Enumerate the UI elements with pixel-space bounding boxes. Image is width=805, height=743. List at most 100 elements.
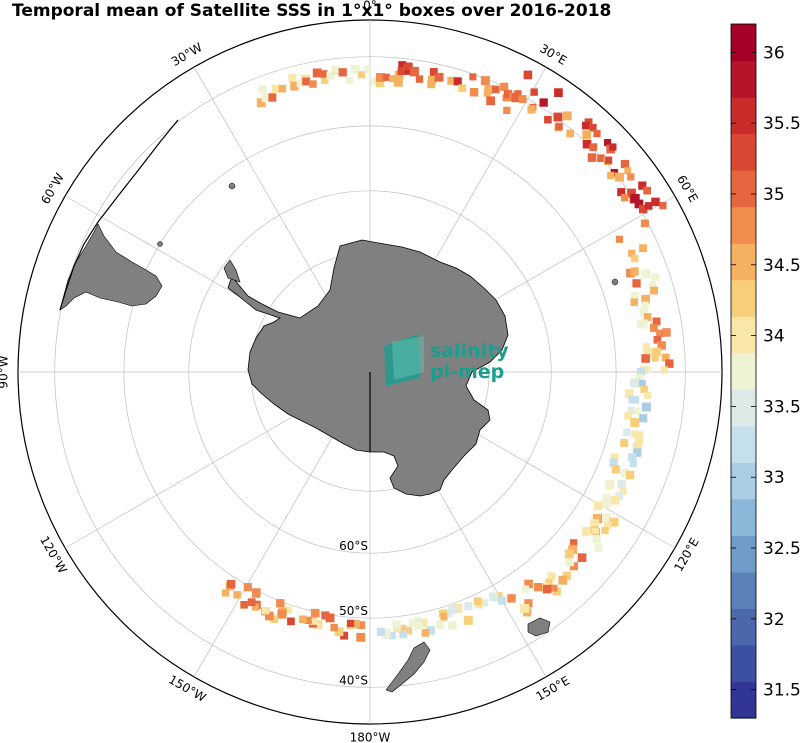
sss-cell <box>370 77 378 86</box>
sss-cell <box>251 603 259 611</box>
sss-cell <box>617 188 626 197</box>
latitude-label: 40°S <box>339 673 368 687</box>
colorbar-segment <box>731 206 756 244</box>
sss-cell <box>562 571 571 580</box>
sss-cell <box>404 626 412 635</box>
sss-cell <box>592 527 600 535</box>
sss-cell <box>558 575 568 585</box>
sss-cell <box>605 156 613 164</box>
sss-cell <box>624 167 632 175</box>
sss-cell <box>511 93 521 103</box>
sub-antarctic-island <box>157 241 163 247</box>
colorbar-tick-label: 34.5 <box>763 256 801 276</box>
longitude-label: 0° <box>363 0 377 13</box>
sss-cell <box>629 460 637 468</box>
sss-cell <box>640 385 648 393</box>
sss-cell <box>648 281 656 289</box>
sss-cell <box>642 402 651 412</box>
sss-cell <box>635 431 644 440</box>
chart-title: Temporal mean of Satellite SSS in 1°x1° … <box>12 1 612 21</box>
sss-cell <box>623 428 631 436</box>
sss-cell <box>330 623 338 632</box>
sss-cell <box>611 465 620 474</box>
latitude-label: 50°S <box>339 604 368 618</box>
sss-cell <box>643 186 651 195</box>
colorbar-segment <box>731 133 756 171</box>
colorbar-segment <box>731 608 756 646</box>
colorbar-ticks: 31.5 32 32.5 33 33.5 34 34.5 35 35.5 36 <box>731 43 801 701</box>
meridian-line <box>64 401 319 549</box>
sss-cell <box>635 437 644 446</box>
sss-cell <box>610 495 620 505</box>
sss-cell <box>356 632 366 642</box>
sss-cell <box>258 85 267 94</box>
sss-cell <box>221 589 229 597</box>
sss-cell <box>299 615 307 624</box>
sss-cell <box>620 159 630 169</box>
sss-cell <box>398 61 407 69</box>
land-layer <box>59 119 619 693</box>
sss-cell <box>630 418 640 427</box>
sss-cell <box>650 324 658 332</box>
sss-cell <box>527 105 536 114</box>
sss-cell <box>554 88 563 97</box>
sss-cell <box>592 535 601 544</box>
sss-cell <box>394 70 404 80</box>
colorbar-segment <box>731 243 756 281</box>
sss-cell <box>314 622 322 630</box>
colorbar-segment <box>731 97 756 135</box>
sss-cell <box>409 66 419 76</box>
sss-cell <box>627 407 636 415</box>
sss-cell <box>261 606 270 615</box>
sss-cell <box>547 572 556 581</box>
sss-cell <box>449 606 457 614</box>
sss-cell <box>321 76 329 84</box>
sss-cell <box>523 70 533 80</box>
sss-cell <box>436 621 445 629</box>
sss-cell <box>334 627 344 636</box>
sss-cell <box>382 629 391 638</box>
sss-cell <box>651 197 660 207</box>
polar-map: salinity pi-mep 60°S50°S40°S 0°30°E60°E9… <box>0 0 730 743</box>
sss-cell <box>630 291 640 301</box>
sss-cell <box>285 606 293 614</box>
sss-cell <box>233 591 241 599</box>
sss-cell <box>469 88 479 97</box>
sss-cell <box>634 199 644 209</box>
sss-cell <box>326 71 335 80</box>
sss-cell <box>530 88 538 96</box>
sss-cell <box>569 539 578 547</box>
sss-cell <box>492 85 500 94</box>
sss-cell <box>604 521 612 529</box>
sss-cell <box>550 584 558 592</box>
colorbar-segment <box>731 681 756 719</box>
antarctic-peninsula <box>223 259 241 283</box>
colorbar-tick-label: 32.5 <box>763 539 801 559</box>
sss-cell <box>524 599 533 608</box>
meridian-line <box>193 423 341 678</box>
sss-cell <box>620 468 630 478</box>
colorbar-segment <box>731 24 756 62</box>
colorbar-segment <box>731 316 756 354</box>
sss-cell <box>624 411 632 420</box>
sss-cell <box>338 68 347 77</box>
sss-cell <box>636 368 645 376</box>
sss-cell <box>421 628 430 637</box>
sss-cell <box>268 93 277 102</box>
sss-cell <box>604 139 612 147</box>
sss-cell <box>539 98 548 107</box>
sss-cell <box>270 615 278 624</box>
sss-cell <box>650 286 658 295</box>
sss-cell <box>643 348 652 357</box>
sss-cell <box>624 389 634 399</box>
sss-cell <box>447 76 456 85</box>
sss-cell <box>444 609 453 618</box>
sss-cell <box>628 453 637 462</box>
sss-cell <box>518 95 527 104</box>
sss-cell <box>651 273 659 281</box>
sss-cell <box>542 584 552 594</box>
sss-cell <box>607 171 615 180</box>
logo-mark-shade <box>392 336 424 380</box>
sss-cell <box>240 601 248 609</box>
sss-cell <box>564 549 574 559</box>
